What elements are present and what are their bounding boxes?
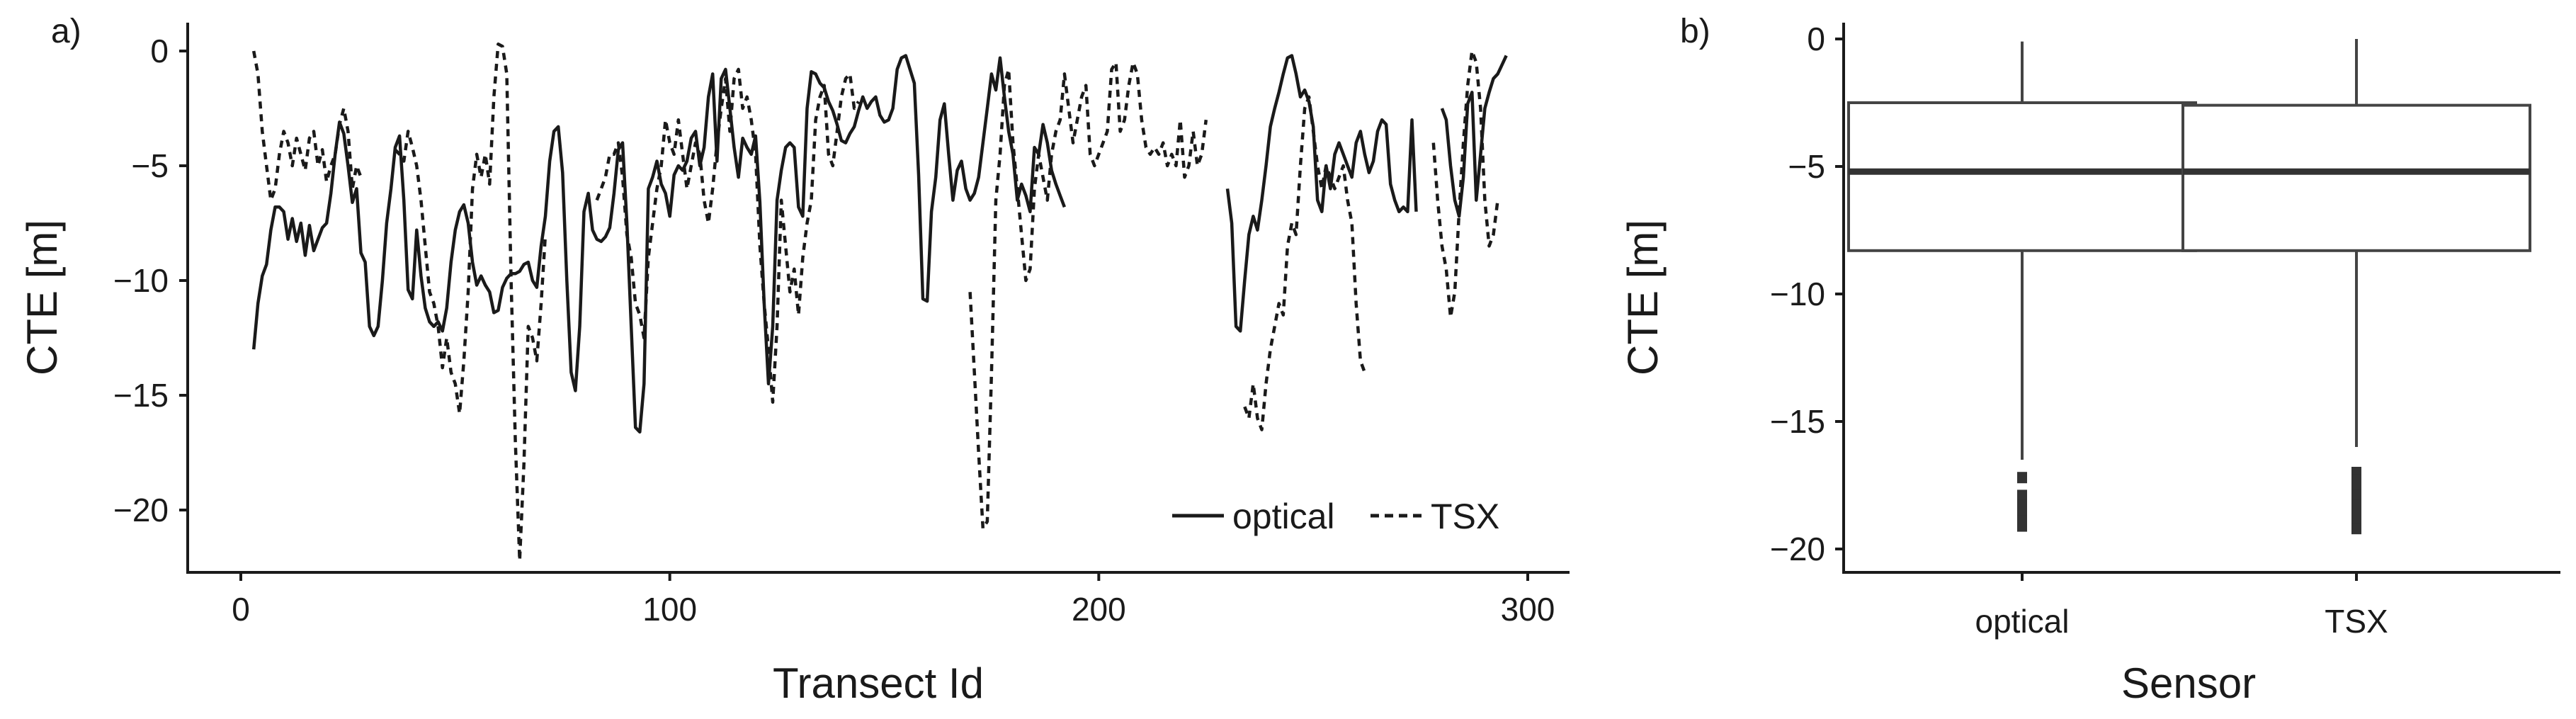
outlier-tsx-5 [2351, 507, 2361, 519]
outlier-tsx-3 [2351, 489, 2361, 502]
legend-label-optical: optical [1232, 497, 1335, 536]
y-tick-label-b-0: 0 [1807, 21, 1825, 57]
series-tsx-segment-0 [251, 50, 363, 202]
series-tsx-segment-3 [968, 60, 1208, 531]
outlier-optical-0 [2017, 472, 2027, 484]
x-axis-ticks: 0 100 200 300 [232, 572, 1555, 628]
x-tick-label-tsx: TSX [2325, 603, 2388, 640]
y-tick-label-3: −15 [113, 377, 169, 414]
y-tick-label-0: 0 [150, 33, 169, 69]
y-tick-label-b-1: −5 [1788, 148, 1825, 185]
boxplot-panel: b) 0 −5 −10 −15 −20 optical TSX CTE [m] Senso… [1619, 13, 2560, 707]
legend: optical TSX [1172, 497, 1499, 536]
boxplots [1847, 39, 2531, 535]
x-tick-label-0: 0 [232, 591, 250, 628]
outlier-optical-5 [2017, 520, 2027, 532]
series-tsx-segment-2 [595, 67, 861, 404]
y-axis-ticks-b: 0 −5 −10 −15 −20 [1770, 21, 1844, 567]
x-axis-ticks-b: optical TSX [1975, 572, 2388, 640]
legend-label-tsx: TSX [1431, 497, 1499, 536]
y-tick-label-b-3: −15 [1770, 403, 1825, 440]
series-optical-segment-1 [1225, 54, 1418, 333]
series-optical-segment-0 [251, 54, 1067, 434]
x-axis-title: Transect Id [773, 659, 984, 707]
y-tick-label-b-2: −10 [1770, 276, 1825, 312]
series-optical-segment-2 [1440, 55, 1508, 218]
y-tick-label-4: −20 [113, 492, 169, 528]
panel-label-b: b) [1680, 13, 1710, 50]
series-tsx-segment-4 [1243, 95, 1366, 431]
y-tick-label-2: −10 [113, 262, 169, 299]
outlier-tsx-7 [2351, 523, 2361, 535]
outlier-optical-1 [2017, 489, 2027, 502]
x-tick-label-1: 100 [642, 591, 697, 628]
series-lines [251, 43, 1508, 562]
y-axis-ticks: 0 −5 −10 −15 −20 [113, 33, 188, 528]
y-axis-title: CTE [m] [18, 220, 66, 375]
x-axis-title-b: Sensor [2121, 659, 2256, 707]
x-tick-label-optical: optical [1975, 603, 2070, 640]
box-tsx [2181, 103, 2531, 252]
panel-label-a: a) [51, 13, 81, 50]
y-tick-label-1: −5 [132, 147, 169, 184]
x-tick-label-2: 200 [1072, 591, 1126, 628]
series-tsx-segment-1 [394, 43, 547, 562]
series-tsx-segment-5 [1431, 49, 1499, 319]
box-optical [1847, 101, 2197, 252]
x-tick-label-3: 300 [1501, 591, 1555, 628]
y-tick-label-b-4: −20 [1770, 531, 1825, 567]
line-chart-panel: a) 0 −5 −10 −15 −20 0 100 200 300 CTE [m] Trans… [18, 13, 1570, 707]
y-axis-title-b: CTE [m] [1619, 220, 1667, 375]
